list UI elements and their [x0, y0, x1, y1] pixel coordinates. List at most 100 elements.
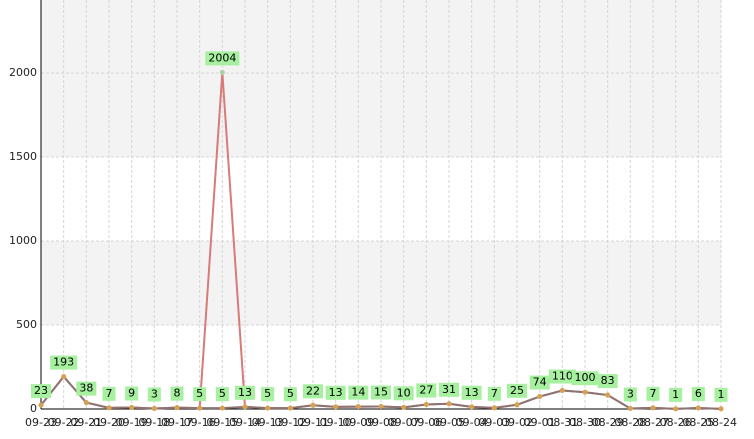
value-label-bg [193, 387, 207, 402]
value-label-bg [548, 369, 576, 384]
point [310, 402, 316, 408]
value-label-bg [691, 386, 705, 401]
x-tick-label: 09-13 [252, 416, 284, 429]
value-label-group: 27 [416, 383, 437, 398]
value-label-group: 8 [170, 386, 184, 401]
value-label-bg [125, 386, 139, 401]
point [469, 404, 475, 410]
x-tick-label: 09-05 [433, 416, 465, 429]
point [83, 400, 89, 406]
value-label: 23 [34, 384, 48, 397]
x-tick-label: 09-03 [478, 416, 510, 429]
value-label: 1 [672, 388, 679, 401]
value-label-group: 2004 [205, 51, 240, 66]
value-label-group: 5 [261, 387, 275, 402]
x-tick-label: 08-26 [660, 416, 692, 429]
value-label-group: 6 [691, 386, 705, 401]
value-label: 110 [552, 370, 573, 383]
value-label-bg [393, 386, 414, 401]
value-label-group: 3 [623, 387, 637, 402]
value-label-bg [597, 374, 618, 389]
value-label: 5 [196, 387, 203, 400]
point [38, 402, 44, 408]
value-label-bg [416, 383, 437, 398]
x-tick-label: 09-15 [206, 416, 238, 429]
value-label: 15 [374, 385, 388, 398]
y-tick-label: 500 [16, 318, 37, 331]
point [605, 392, 611, 398]
x-tick-label: 08-28 [614, 416, 646, 429]
x-tick-label: 09-20 [93, 416, 125, 429]
x-tick-label: 09-16 [184, 416, 216, 429]
point [491, 405, 497, 411]
value-label-bg [147, 387, 161, 402]
y-tick-label: 1000 [9, 234, 37, 247]
x-tick-label: 09-17 [161, 416, 193, 429]
value-label-bg [529, 375, 550, 390]
x-tick-label: 09-18 [138, 416, 170, 429]
x-tick-label: 09-12 [274, 416, 306, 429]
value-label-group: 15 [371, 385, 391, 400]
point [401, 404, 407, 410]
point [151, 405, 157, 411]
value-label-bg [348, 385, 369, 400]
point [718, 406, 724, 412]
value-label-bg [623, 387, 637, 402]
value-label: 7 [491, 387, 498, 400]
value-label-bg [439, 382, 459, 397]
point [174, 405, 180, 411]
value-label-bg [205, 51, 240, 66]
value-label-group: 7 [646, 386, 660, 401]
point [537, 394, 543, 400]
point [242, 404, 248, 410]
value-label: 5 [264, 387, 271, 400]
point [446, 401, 452, 407]
x-tick-label: 09-01 [524, 416, 556, 429]
point [333, 404, 339, 410]
value-label: 3 [627, 387, 634, 400]
x-tick-label: 09-06 [410, 416, 442, 429]
x-tick-label: 08-25 [682, 416, 714, 429]
value-label-bg [283, 387, 297, 402]
value-label: 9 [128, 386, 135, 399]
x-tick-label: 09-07 [388, 416, 420, 429]
value-label-group: 7 [102, 386, 116, 401]
value-label: 6 [695, 387, 702, 400]
point [355, 404, 361, 410]
value-label-bg [571, 371, 599, 386]
value-label: 74 [533, 376, 547, 389]
value-label: 1 [718, 388, 725, 401]
point [627, 405, 633, 411]
x-tick-label: 09-14 [229, 416, 261, 429]
point [106, 405, 112, 411]
value-label: 14 [351, 386, 365, 399]
x-tick-label: 09-10 [320, 416, 352, 429]
value-label-group: 13 [235, 385, 255, 400]
value-label: 3 [151, 387, 158, 400]
value-label: 7 [650, 387, 657, 400]
value-label-bg [50, 355, 78, 370]
x-tick-label: 09-09 [342, 416, 374, 429]
value-label-group: 83 [597, 374, 618, 389]
value-label-group: 10 [393, 386, 414, 401]
point [197, 405, 203, 411]
point [582, 389, 588, 395]
value-label: 5 [219, 387, 226, 400]
value-label-group: 14 [348, 385, 369, 400]
point [265, 405, 271, 411]
value-label-bg [461, 385, 482, 400]
x-tick-label: 08-30 [569, 416, 601, 429]
value-label-bg [215, 387, 229, 402]
value-label-group: 7 [487, 386, 501, 401]
x-tick-label: 09-08 [365, 416, 397, 429]
value-label-bg [261, 387, 275, 402]
value-label-bg [170, 386, 184, 401]
value-label-bg [646, 386, 660, 401]
value-label-group: 38 [76, 381, 97, 396]
point [129, 404, 135, 410]
value-label: 100 [575, 371, 596, 384]
value-label-group: 25 [507, 383, 527, 398]
y-tick-label: 0 [30, 402, 37, 415]
value-label: 31 [442, 383, 456, 396]
